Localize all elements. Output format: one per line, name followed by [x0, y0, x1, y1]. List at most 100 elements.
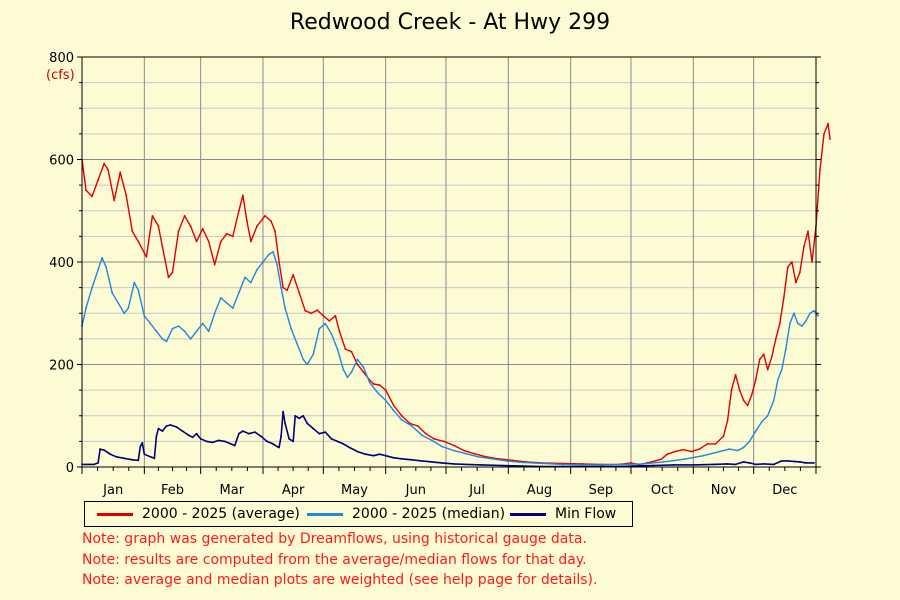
series-point-min-flow — [453, 463, 455, 465]
series-point-min-flow — [392, 456, 395, 459]
series-point-average — [201, 227, 204, 230]
series-point-min-flow — [378, 453, 381, 456]
series-point-min-flow — [165, 425, 168, 427]
series-point-average — [803, 245, 805, 248]
series-point-median — [400, 419, 403, 421]
series-point-min-flow — [103, 449, 105, 451]
series-point-median — [718, 450, 721, 453]
series-point-min-flow — [372, 454, 375, 457]
series-point-average — [799, 271, 801, 274]
series-point-average — [350, 350, 353, 353]
series-point-average — [786, 266, 789, 268]
series-point-min-flow — [93, 463, 95, 466]
series-point-average — [425, 432, 427, 435]
legend-item-average: 2000 - 2025 (average) — [97, 502, 300, 526]
series-point-min-flow — [109, 453, 112, 456]
series-point-median — [306, 363, 309, 366]
series-point-average — [219, 240, 222, 243]
series-point-median — [376, 391, 379, 394]
series-point-median — [312, 353, 315, 356]
series-point-average — [762, 353, 765, 356]
x-tick-label: Sep — [589, 483, 614, 498]
series-point-median — [789, 322, 791, 325]
series-point-median — [541, 462, 544, 465]
series-point-min-flow — [813, 462, 815, 464]
series-point-median — [728, 448, 731, 450]
series-point-min-flow — [187, 434, 190, 437]
series-point-median — [97, 268, 99, 271]
y-tick-label: 800 — [49, 51, 74, 66]
series-point-min-flow — [342, 443, 345, 445]
series-point-median — [477, 455, 480, 458]
series-point-average — [103, 162, 105, 165]
series-point-min-flow — [99, 448, 101, 450]
series-point-average — [774, 338, 777, 340]
series-point-median — [272, 250, 274, 253]
series-point-median — [183, 330, 186, 333]
series-point-min-flow — [97, 462, 99, 464]
series-point-min-flow — [217, 439, 220, 442]
series-point-min-flow — [141, 442, 144, 444]
series-point-median — [748, 440, 751, 443]
series-point-median — [421, 434, 423, 437]
y-tick-label: 600 — [49, 154, 74, 169]
series-point-median — [111, 291, 114, 294]
series-point-average — [730, 389, 733, 391]
series-point-median — [817, 314, 819, 317]
series-point-min-flow — [181, 430, 184, 432]
series-point-min-flow — [242, 430, 244, 432]
series-point-min-flow — [175, 426, 178, 428]
series-point-average — [292, 273, 295, 276]
series-point-min-flow — [465, 463, 467, 466]
series-point-min-flow — [672, 464, 675, 466]
series-point-median — [766, 414, 769, 417]
series-point-min-flow — [306, 422, 309, 425]
series-point-min-flow — [149, 455, 152, 458]
y-tick-label: 400 — [49, 256, 74, 271]
y-tick-label: 200 — [49, 359, 74, 374]
series-point-median — [581, 464, 584, 466]
series-point-median — [362, 366, 365, 368]
series-point-median — [736, 449, 739, 452]
series-point-median — [662, 461, 665, 463]
series-point-median — [268, 253, 270, 256]
series-point-median — [330, 332, 333, 335]
series-point-average — [654, 460, 656, 462]
series-point-average — [167, 276, 170, 279]
series-point-average — [189, 225, 192, 228]
series-point-average — [157, 225, 160, 228]
series-point-median — [276, 263, 278, 266]
series-point-median — [280, 286, 282, 289]
series-point-min-flow — [211, 441, 214, 444]
series-point-min-flow — [481, 464, 484, 466]
series-point-average — [726, 420, 729, 422]
series-point-min-flow — [298, 417, 301, 420]
x-tick-label: Jul — [468, 483, 485, 498]
series-point-median — [805, 320, 807, 322]
series-point-median — [161, 338, 164, 340]
series-point-median — [392, 409, 395, 412]
series-point-average — [666, 453, 669, 456]
series-point-min-flow — [292, 440, 295, 443]
series-point-min-flow — [123, 457, 126, 460]
series-point-min-flow — [441, 462, 443, 464]
series-point-median — [801, 325, 803, 327]
series-point-average — [274, 230, 276, 233]
series-point-average — [334, 314, 337, 317]
series-point-average — [714, 443, 717, 445]
series-point-average — [171, 271, 174, 274]
series-point-average — [238, 209, 240, 212]
series-line-min-flow — [82, 410, 814, 468]
series-point-median — [324, 322, 327, 325]
series-point-min-flow — [786, 460, 789, 462]
series-point-min-flow — [195, 432, 198, 435]
legend-item-median: 2000 - 2025 (median) — [307, 502, 505, 526]
series-point-average — [766, 368, 769, 371]
legend-swatch-min-flow — [510, 512, 546, 516]
series-point-average — [125, 194, 128, 197]
series-point-median — [262, 261, 264, 263]
series-point-median — [127, 307, 130, 309]
series-point-average — [195, 240, 198, 243]
series-point-average — [660, 458, 663, 461]
series-point-min-flow — [754, 463, 757, 466]
